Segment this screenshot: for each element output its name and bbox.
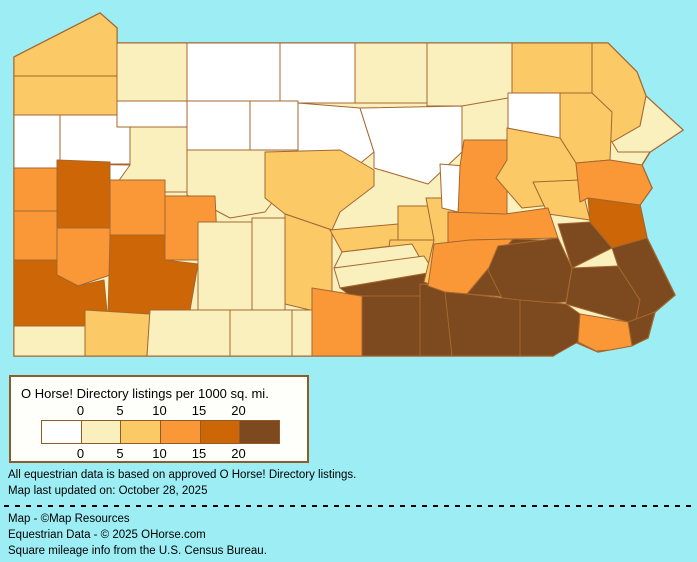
county-region-cameron[interactable]	[249, 100, 299, 151]
legend-tick-label: 0	[76, 446, 85, 461]
legend-title: O Horse! Directory listings per 1000 sq.…	[21, 386, 269, 401]
legend-tick-label: 15	[191, 446, 207, 461]
legend-swatch-3	[160, 421, 200, 443]
county-region-fayette[interactable]	[84, 309, 151, 357]
legend-box: O Horse! Directory listings per 1000 sq.…	[9, 375, 309, 463]
legend-tick-label: 5	[116, 403, 124, 418]
county-region-potter[interactable]	[279, 42, 356, 104]
credit-map-resources: Map - ©Map Resources	[8, 513, 130, 525]
legend-swatch-2	[120, 421, 161, 443]
legend-swatch-4	[199, 421, 240, 443]
note-last-updated: Map last updated on: October 28, 2025	[8, 485, 208, 497]
legend-swatch-0	[42, 421, 81, 443]
county-region-elk[interactable]	[186, 100, 251, 151]
county-region-lawrence[interactable]	[13, 167, 58, 212]
county-region-monroe[interactable]	[575, 159, 653, 206]
county-region-fulton[interactable]	[291, 309, 313, 357]
legend-swatch-5	[239, 421, 280, 443]
county-region-franklin[interactable]	[311, 287, 363, 357]
county-region-crawford[interactable]	[13, 75, 118, 116]
legend-tick-label: 10	[152, 446, 167, 461]
credit-equestrian-data: Equestrian Data - © 2025 OHorse.com	[8, 529, 206, 541]
county-region-chester[interactable]	[519, 299, 581, 357]
county-region-adams[interactable]	[361, 295, 421, 357]
legend-tick-label: 10	[152, 403, 167, 418]
county-region-armstrong[interactable]	[109, 179, 166, 236]
county-region-greene[interactable]	[13, 325, 86, 357]
county-region-blair[interactable]	[251, 217, 286, 311]
county-region-allegheny[interactable]	[56, 227, 111, 287]
legend-color-ramp	[41, 420, 280, 444]
county-region-berks[interactable]	[487, 237, 573, 307]
county-region-mercer[interactable]	[13, 114, 61, 169]
dashed-separator	[4, 505, 693, 507]
credit-census-bureau: Square mileage info from the U.S. Census…	[8, 545, 267, 557]
county-region-beaver[interactable]	[13, 210, 58, 261]
legend-tick-label: 20	[231, 446, 246, 461]
county-region-lancaster[interactable]	[444, 291, 521, 357]
county-region-cambria[interactable]	[197, 221, 253, 311]
county-region-forest[interactable]	[116, 100, 188, 128]
county-region-warren[interactable]	[116, 42, 188, 102]
county-region-bedford[interactable]	[229, 309, 293, 357]
county-region-susquehanna[interactable]	[511, 42, 593, 94]
note-data-source: All equestrian data is based on approved…	[8, 469, 357, 481]
legend-tick-label: 15	[191, 403, 207, 418]
legend-ticks-bottom: 0 5 10 15 20	[11, 446, 307, 461]
legend-tick-label: 20	[231, 403, 246, 418]
county-region-bradford[interactable]	[426, 42, 513, 107]
county-region-somerset[interactable]	[146, 309, 231, 357]
county-region-mckean[interactable]	[186, 42, 281, 102]
legend-tick-label: 0	[76, 403, 85, 418]
legend-ticks-top: 0 5 10 15 20	[11, 403, 307, 418]
county-region-butler[interactable]	[56, 159, 111, 229]
county-region-delaware[interactable]	[577, 313, 633, 352]
county-region-tioga[interactable]	[354, 42, 428, 104]
county-region-erie[interactable]	[13, 12, 118, 77]
county-region-pike[interactable]	[611, 95, 684, 153]
legend-swatch-1	[80, 421, 121, 443]
county-region-centre[interactable]	[264, 149, 375, 231]
legend-tick-label: 5	[116, 446, 124, 461]
